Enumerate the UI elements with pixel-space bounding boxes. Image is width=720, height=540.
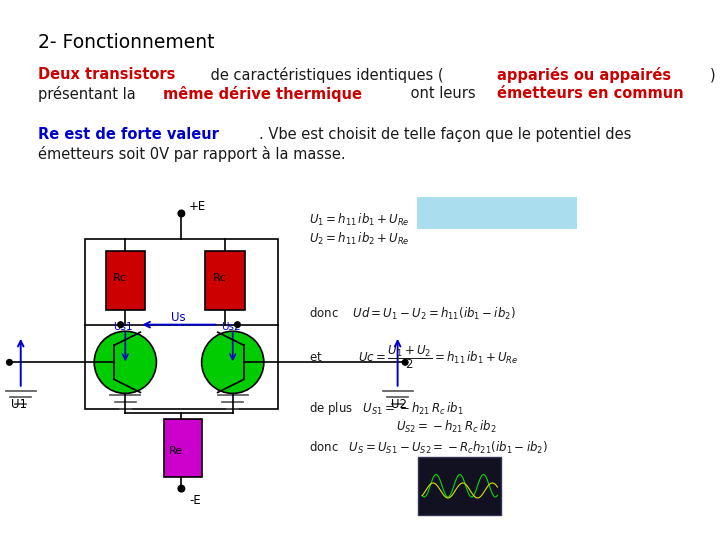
Text: Deux transistors: Deux transistors xyxy=(37,68,175,83)
Text: donc    $Ud = U_1 - U_2 = h_{11}(ib_1 - ib_2)$: donc $Ud = U_1 - U_2 = h_{11}(ib_1 - ib_… xyxy=(309,306,516,322)
Text: U1: U1 xyxy=(12,398,27,411)
Circle shape xyxy=(178,485,184,492)
Text: Us: Us xyxy=(171,312,186,325)
Text: +E: +E xyxy=(189,200,206,213)
Text: Rc: Rc xyxy=(113,273,127,282)
Bar xyxy=(418,198,577,230)
Text: 2- Fonctionnement: 2- Fonctionnement xyxy=(37,32,214,51)
Text: Rc: Rc xyxy=(213,273,227,282)
Text: même dérive thermique: même dérive thermique xyxy=(163,86,362,102)
Text: ont leurs: ont leurs xyxy=(407,86,481,102)
Text: présentant la: présentant la xyxy=(37,86,140,102)
Text: Re est de forte valeur: Re est de forte valeur xyxy=(37,127,219,142)
Bar xyxy=(205,251,245,309)
Text: émetteurs soit 0V par rapport à la masse.: émetteurs soit 0V par rapport à la masse… xyxy=(37,146,346,161)
Text: . Vbe est choisit de telle façon que le potentiel des: . Vbe est choisit de telle façon que le … xyxy=(259,127,631,142)
Bar xyxy=(418,456,501,515)
Text: Re: Re xyxy=(168,446,183,456)
Text: de caractéristiques identiques (: de caractéristiques identiques ( xyxy=(206,68,444,83)
Text: et          $Uc = \dfrac{U_1+U_2}{2} = h_{11}\,ib_1 + U_{Re}$: et $Uc = \dfrac{U_1+U_2}{2} = h_{11}\,ib… xyxy=(309,343,518,372)
Text: $U_2 = h_{11}\,ib_2 + U_{Re}$: $U_2 = h_{11}\,ib_2 + U_{Re}$ xyxy=(309,231,410,247)
Text: U2: U2 xyxy=(391,398,407,411)
Bar xyxy=(164,419,202,477)
Bar xyxy=(106,251,145,309)
Circle shape xyxy=(6,360,12,365)
Text: donc   $U_S = U_{S1} - U_{S2} = -R_c h_{21}(ib_1-ib_2)$: donc $U_S = U_{S1} - U_{S2} = -R_c h_{21… xyxy=(309,440,548,456)
Circle shape xyxy=(94,331,156,394)
Text: -E: -E xyxy=(189,494,201,507)
Circle shape xyxy=(402,360,408,365)
Text: Us2: Us2 xyxy=(221,322,240,332)
Text: ): ) xyxy=(710,68,715,83)
Text: $U_1 = h_{11}\,ib_1 + U_{Re}$: $U_1 = h_{11}\,ib_1 + U_{Re}$ xyxy=(309,212,410,228)
Circle shape xyxy=(202,331,264,394)
Text: Us1: Us1 xyxy=(114,322,133,332)
Text: émetteurs en commun: émetteurs en commun xyxy=(498,86,684,102)
Text: de plus   $U_{S1} = -h_{21}\,R_c\,ib_1$: de plus $U_{S1} = -h_{21}\,R_c\,ib_1$ xyxy=(309,400,464,417)
Text: $U_{S2} = -h_{21}\,R_c\,ib_2$: $U_{S2} = -h_{21}\,R_c\,ib_2$ xyxy=(396,419,496,435)
Bar xyxy=(85,239,278,409)
Circle shape xyxy=(235,322,240,327)
Circle shape xyxy=(118,322,123,327)
Circle shape xyxy=(178,210,184,217)
Text: appariés ou appairés: appariés ou appairés xyxy=(497,68,671,83)
